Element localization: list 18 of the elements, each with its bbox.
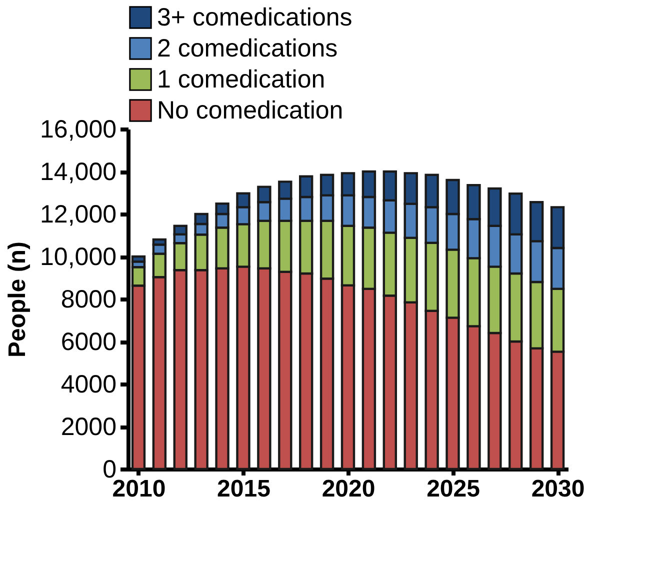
y-tick-label: 10,000	[40, 243, 116, 271]
legend-label: 1 comedication	[157, 66, 326, 94]
y-tick-label: 6000	[60, 328, 116, 356]
y-tick-label: 4000	[60, 370, 116, 398]
y-tick-label: 12,000	[40, 200, 116, 228]
y-tick-label: 8000	[60, 286, 116, 314]
y-tick-label: 14,000	[40, 158, 116, 186]
x-tick-label: 2025	[426, 476, 480, 502]
y-tick-label: 2000	[60, 413, 116, 441]
legend-label: No comedication	[157, 96, 344, 124]
x-tick-label: 2020	[322, 476, 376, 502]
x-tick-label: 2030	[531, 476, 585, 502]
x-tick-label: 2015	[217, 476, 270, 502]
legend-label: 3+ comedications	[157, 4, 352, 32]
y-tick-label: 16,000	[40, 116, 116, 144]
legend-label: 2 comedications	[157, 34, 338, 62]
y-axis-title: People (n)	[4, 241, 32, 358]
x-tick-label: 2010	[112, 476, 166, 502]
